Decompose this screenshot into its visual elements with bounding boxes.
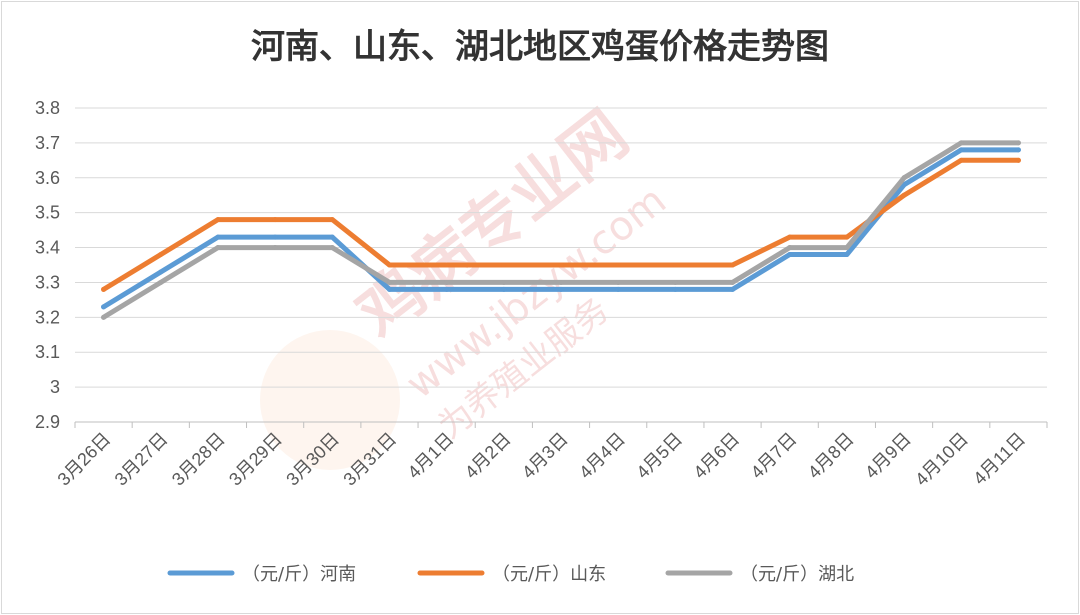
legend-label: （元/斤）河南: [242, 564, 356, 585]
y-tick-label: 3.4: [35, 238, 60, 258]
data-point: [672, 279, 678, 285]
data-point: [386, 286, 392, 292]
data-point: [558, 262, 564, 268]
y-tick-label: 3: [50, 377, 60, 397]
x-tick-label: 4月2日: [461, 429, 515, 483]
legend: （元/斤）河南 （元/斤）山东 （元/斤）湖北: [167, 564, 854, 585]
x-tick-label: 4月10日: [911, 429, 972, 490]
chart-title: 河南、山东、湖北地区鸡蛋价格走势图: [251, 27, 829, 67]
x-tick-label: 3月27日: [111, 429, 172, 490]
data-point: [158, 252, 164, 258]
data-point: [672, 262, 678, 268]
data-point: [272, 217, 278, 223]
data-point: [158, 269, 164, 275]
x-tick-label: 4月3日: [518, 429, 572, 483]
data-point: [901, 182, 907, 188]
data-point: [501, 286, 507, 292]
data-point: [501, 279, 507, 285]
y-tick-label: 3.6: [35, 168, 60, 188]
x-tick-label: 4月5日: [632, 429, 686, 483]
data-point: [615, 279, 621, 285]
data-point: [101, 314, 107, 320]
x-tick-label: 3月28日: [168, 429, 229, 490]
series-lines: [101, 140, 1021, 320]
data-point: [958, 157, 964, 163]
data-point: [386, 262, 392, 268]
data-point: [501, 262, 507, 268]
data-point: [844, 252, 850, 258]
data-point: [329, 217, 335, 223]
data-point: [787, 252, 793, 258]
data-point: [730, 286, 736, 292]
x-tick-label: 4月9日: [861, 429, 915, 483]
data-point: [444, 279, 450, 285]
data-point: [215, 217, 221, 223]
data-point: [272, 234, 278, 240]
data-point: [101, 304, 107, 310]
legend-label: （元/斤）湖北: [740, 564, 854, 585]
data-point: [158, 279, 164, 285]
data-point: [329, 245, 335, 251]
data-point: [844, 245, 850, 251]
x-tick-label: 4月6日: [690, 429, 744, 483]
gridlines: [75, 107, 1047, 423]
data-point: [558, 279, 564, 285]
y-tick-label: 3.8: [35, 98, 60, 118]
data-point: [215, 234, 221, 240]
data-point: [558, 286, 564, 292]
data-point: [444, 286, 450, 292]
data-point: [386, 279, 392, 285]
data-point: [901, 192, 907, 198]
data-point: [958, 147, 964, 153]
x-tick-label: 4月7日: [747, 429, 801, 483]
data-point: [444, 262, 450, 268]
y-tick-label: 3.1: [35, 342, 60, 362]
data-point: [615, 262, 621, 268]
data-point: [787, 245, 793, 251]
y-axis-ticks: 3.8 3.7 3.6 3.5 3.4 3.3 3.2 3.1 3 2.9: [35, 98, 60, 432]
data-point: [844, 234, 850, 240]
data-point: [958, 140, 964, 146]
legend-label: （元/斤）山东: [492, 564, 606, 585]
data-point: [1015, 140, 1021, 146]
y-tick-label: 3.3: [35, 272, 60, 292]
data-point: [329, 234, 335, 240]
data-point: [787, 234, 793, 240]
x-tick-label: 4月1日: [404, 429, 458, 483]
x-tick-label: 4月11日: [969, 429, 1029, 489]
data-point: [101, 286, 107, 292]
data-point: [615, 286, 621, 292]
data-point: [901, 175, 907, 181]
data-point: [1015, 157, 1021, 163]
x-tick-label: 3月26日: [54, 429, 115, 490]
data-point: [1015, 147, 1021, 153]
y-tick-label: 3.5: [35, 203, 60, 223]
y-tick-label: 3.7: [35, 133, 60, 153]
x-tick-label: 3月29日: [225, 429, 286, 490]
data-point: [730, 262, 736, 268]
data-point: [730, 279, 736, 285]
data-point: [215, 245, 221, 251]
data-point: [672, 286, 678, 292]
data-point: [272, 245, 278, 251]
x-tick-label: 4月8日: [804, 429, 858, 483]
x-tick-label: 4月4日: [575, 429, 629, 483]
y-tick-label: 2.9: [35, 412, 60, 432]
y-tick-label: 3.2: [35, 307, 60, 327]
